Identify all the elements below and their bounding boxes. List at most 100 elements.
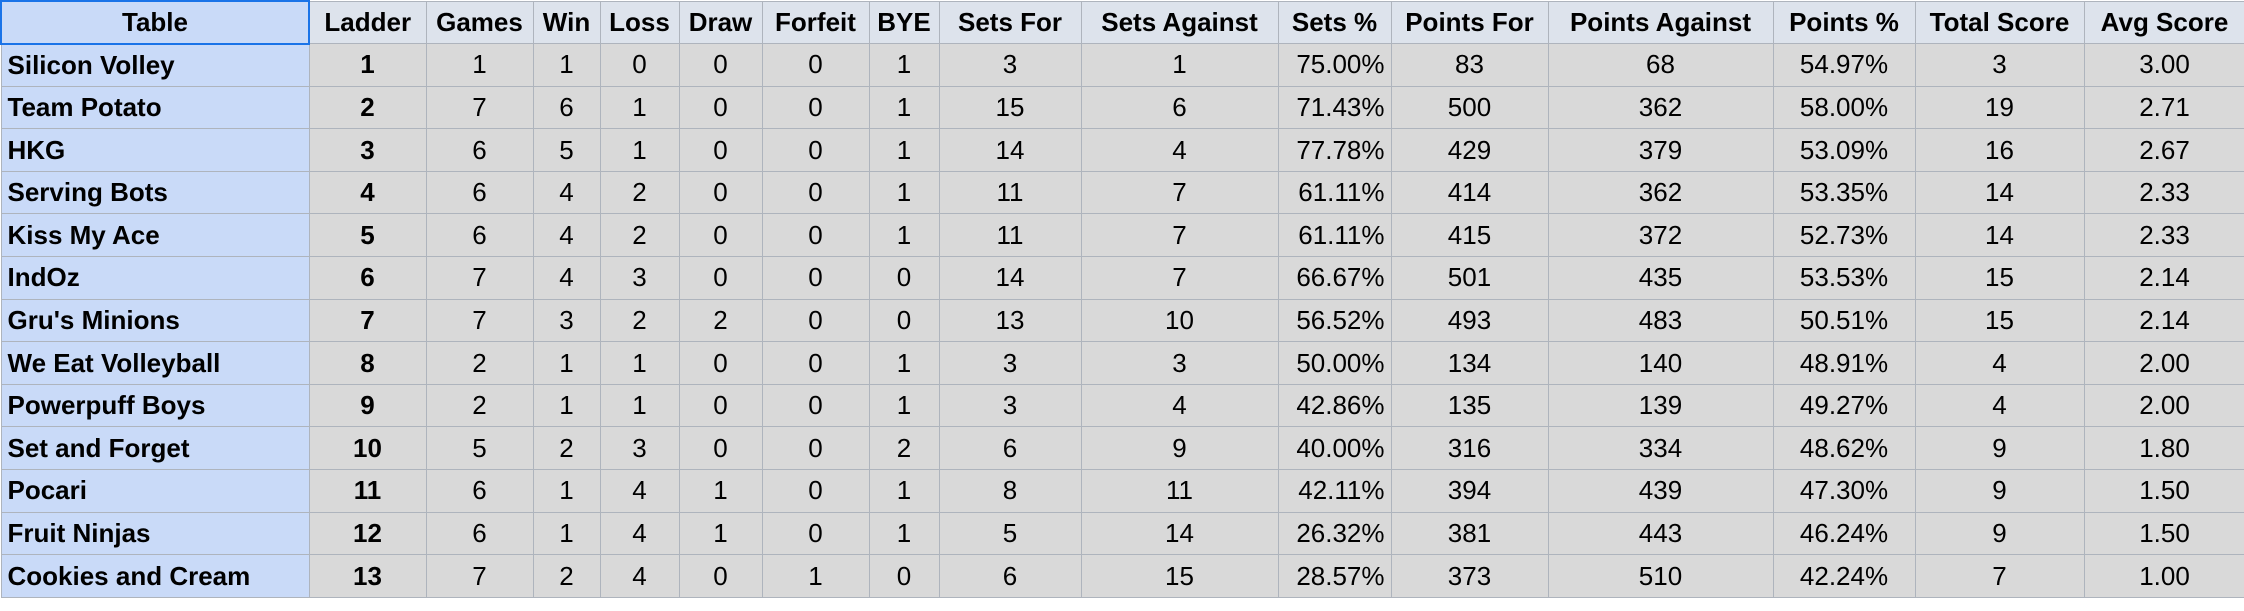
table-cell: 3	[1914, 43, 2085, 87]
table-cell: 2.71	[2083, 85, 2244, 130]
table-cell: 372	[1547, 213, 1774, 258]
table-cell: 1	[599, 128, 680, 172]
table-cell: 0	[678, 426, 763, 471]
table-cell: 46.24%	[1772, 511, 1916, 556]
table-cell: 1	[532, 341, 601, 385]
table-cell: 1	[868, 85, 940, 130]
table-cell: 3	[599, 256, 680, 300]
table-cell: 134	[1390, 341, 1549, 385]
table-cell: 0	[761, 170, 870, 215]
table-cell: 0	[761, 511, 870, 556]
table-cell: 47.30%	[1772, 469, 1916, 513]
table-row: Powerpuff Boys 9 2 1 1 0 0 1 3 4 42.86% 135 139 49.27…	[0, 383, 2244, 428]
table-cell: 501	[1390, 256, 1549, 300]
table-cell: 493	[1390, 298, 1549, 343]
table-cell: 2.00	[2083, 383, 2244, 428]
table-cell: 2	[599, 170, 680, 215]
team-name: Cookies and Cream	[0, 554, 310, 598]
table-row: Team Potato 2 7 6 1 0 0 1 15 6 71.43% 500 362 58.00% 1…	[0, 85, 2244, 130]
table-cell: 0	[761, 426, 870, 471]
table-cell: 1	[678, 511, 763, 556]
table-cell: 5	[425, 426, 534, 471]
table-cell: 510	[1547, 554, 1774, 598]
table-cell: 3	[938, 43, 1082, 87]
table-cell: 0	[678, 256, 763, 300]
table-cell: 1	[532, 469, 601, 513]
table-row: Fruit Ninjas 12 6 1 4 1 0 1 5 14 26.32% 381 443 46.24…	[0, 511, 2244, 556]
table-cell: 16	[1914, 128, 2085, 172]
column-header: Table	[0, 0, 310, 45]
table-cell: 1	[599, 85, 680, 130]
table-cell: 0	[678, 554, 763, 598]
table-cell: 1	[1080, 43, 1279, 87]
column-header: Sets Against	[1080, 0, 1279, 45]
table-cell: 1	[868, 469, 940, 513]
table-cell: 0	[678, 213, 763, 258]
table-cell: 2.33	[2083, 170, 2244, 215]
table-cell: 362	[1547, 170, 1774, 215]
table-cell: 0	[761, 256, 870, 300]
table-cell: 26.32%	[1277, 511, 1392, 556]
team-name: We Eat Volleyball	[0, 341, 310, 385]
table-cell: 2	[678, 298, 763, 343]
team-name: Silicon Volley	[0, 43, 310, 87]
table-cell: 1	[425, 43, 534, 87]
table-cell: 15	[1914, 298, 2085, 343]
table-body: Silicon Volley 1 1 1 0 0 0 1 3 1 75.00% 83 68 54.97% 3…	[0, 43, 2244, 598]
table-cell: 0	[761, 383, 870, 428]
table-cell: 1	[868, 170, 940, 215]
team-name: Serving Bots	[0, 170, 310, 215]
table-cell: 10	[308, 426, 427, 471]
table-cell: 7	[1080, 170, 1279, 215]
table-cell: 7	[1080, 256, 1279, 300]
table-cell: 1	[868, 511, 940, 556]
table-cell: 9	[1914, 426, 2085, 471]
table-cell: 8	[308, 341, 427, 385]
table-cell: 1	[761, 554, 870, 598]
column-header: Points Against	[1547, 0, 1774, 45]
column-header: Points %	[1772, 0, 1916, 45]
table-cell: 0	[761, 469, 870, 513]
table-cell: 40.00%	[1277, 426, 1392, 471]
table-cell: 0	[761, 43, 870, 87]
table-cell: 3	[532, 298, 601, 343]
table-row: Pocari 11 6 1 4 1 0 1 8 11 42.11% 394 439 47.30% 9 1.50	[0, 469, 2244, 513]
table-cell: 53.09%	[1772, 128, 1916, 172]
table-cell: 0	[678, 383, 763, 428]
table-row: Silicon Volley 1 1 1 0 0 0 1 3 1 75.00% 83 68 54.97% 3…	[0, 43, 2244, 87]
table-cell: 68	[1547, 43, 1774, 87]
table-cell: 7	[1914, 554, 2085, 598]
column-header: Total Score	[1914, 0, 2085, 45]
table-cell: 1	[868, 383, 940, 428]
table-cell: 12	[308, 511, 427, 556]
table-cell: 50.51%	[1772, 298, 1916, 343]
table-cell: 42.11%	[1277, 469, 1392, 513]
table-cell: 316	[1390, 426, 1549, 471]
table-cell: 13	[938, 298, 1082, 343]
column-header: Sets %	[1277, 0, 1392, 45]
table-cell: 0	[678, 85, 763, 130]
table-cell: 1	[678, 469, 763, 513]
table-cell: 71.43%	[1277, 85, 1392, 130]
table-cell: 8	[938, 469, 1082, 513]
table-cell: 0	[761, 85, 870, 130]
table-cell: 1.50	[2083, 469, 2244, 513]
table-cell: 14	[1914, 213, 2085, 258]
table-cell: 48.91%	[1772, 341, 1916, 385]
table-cell: 1	[868, 43, 940, 87]
table-cell: 1	[308, 43, 427, 87]
table-cell: 7	[425, 85, 534, 130]
column-header: Games	[425, 0, 534, 45]
table-cell: 4	[532, 170, 601, 215]
table-row: Set and Forget 10 5 2 3 0 0 2 6 9 40.00% 316 334 48.6…	[0, 426, 2244, 471]
table-cell: 6	[425, 469, 534, 513]
table-cell: 13	[308, 554, 427, 598]
table-cell: 439	[1547, 469, 1774, 513]
table-cell: 6	[938, 426, 1082, 471]
column-header: Forfeit	[761, 0, 870, 45]
team-name: HKG	[0, 128, 310, 172]
team-name: Kiss My Ace	[0, 213, 310, 258]
table-cell: 1	[868, 213, 940, 258]
table-cell: 61.11%	[1277, 170, 1392, 215]
table-cell: 19	[1914, 85, 2085, 130]
